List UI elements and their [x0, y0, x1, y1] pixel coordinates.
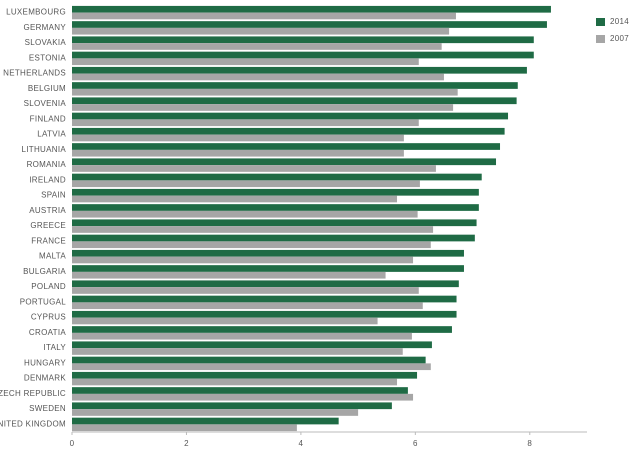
legend-swatch	[596, 35, 605, 43]
bar	[72, 27, 450, 35]
bar	[72, 310, 457, 318]
legend-label: 2014	[610, 17, 629, 26]
bar	[72, 332, 412, 340]
bar	[72, 226, 434, 233]
y-tick-label: PORTUGAL	[20, 297, 67, 306]
y-tick-label: BELGIUM	[28, 84, 66, 93]
bar	[72, 210, 418, 218]
x-tick-label: 8	[527, 439, 532, 448]
y-tick-label: SLOVENIA	[24, 99, 67, 108]
y-tick-label: FRANCE	[31, 236, 66, 245]
bar	[72, 341, 432, 349]
bar	[72, 112, 509, 120]
x-tick-label: 0	[70, 439, 75, 448]
x-tick-label: 6	[413, 439, 418, 448]
bar	[72, 326, 452, 333]
legend-swatch	[596, 18, 605, 26]
bar	[72, 36, 534, 44]
y-tick-label: LUXEMBOURG	[6, 8, 66, 17]
bar	[72, 234, 475, 242]
bar	[72, 402, 392, 410]
bar	[72, 134, 404, 142]
y-tick-label: ESTONIA	[29, 53, 66, 62]
y-tick-label: BULGARIA	[23, 267, 66, 276]
bar	[72, 378, 398, 386]
bar	[72, 5, 551, 13]
x-tick-label: 2	[184, 439, 189, 448]
bar	[72, 195, 398, 203]
y-tick-label: CYPRUS	[31, 313, 66, 322]
bar	[72, 287, 419, 294]
y-tick-label: HUNGARY	[24, 358, 66, 367]
bar	[72, 149, 404, 157]
bar	[72, 58, 419, 66]
bar	[72, 409, 359, 416]
bar	[72, 127, 505, 135]
bar	[72, 249, 464, 257]
x-tick-label: 4	[299, 439, 304, 448]
bar	[72, 43, 442, 50]
bar	[72, 173, 482, 181]
y-tick-label: FINLAND	[30, 114, 66, 123]
bar	[72, 21, 547, 28]
bar	[72, 363, 431, 371]
bar	[72, 204, 479, 211]
bar	[72, 119, 419, 127]
bar	[72, 265, 464, 272]
y-tick-label: AUSTRIA	[29, 206, 66, 215]
bar	[72, 97, 517, 105]
bar	[72, 302, 423, 310]
y-tick-label: MALTA	[39, 252, 66, 261]
y-tick-label: CROATIA	[29, 328, 66, 337]
y-tick-label: LITHUANIA	[22, 145, 67, 154]
bar	[72, 317, 378, 325]
bar	[72, 256, 414, 264]
bar	[72, 280, 459, 288]
bar	[72, 104, 454, 111]
legend-label: 2007	[610, 34, 629, 43]
bar	[72, 295, 457, 303]
y-tick-label: SPAIN	[41, 191, 66, 200]
bar	[72, 66, 527, 74]
bar	[72, 348, 403, 355]
bar	[72, 188, 479, 196]
bar	[72, 180, 420, 188]
bar	[72, 387, 408, 394]
bar	[72, 143, 501, 150]
y-tick-label: NETHERLANDS	[3, 69, 66, 78]
y-tick-label: LATVIA	[37, 130, 66, 139]
bar	[72, 73, 444, 81]
bar	[72, 88, 458, 96]
y-tick-label: ROMANIA	[27, 160, 67, 169]
y-tick-label: CZECH REPUBLIC	[0, 389, 66, 398]
y-tick-label: ITALY	[43, 343, 66, 352]
bar	[72, 241, 431, 249]
bar	[72, 393, 414, 401]
y-tick-label: SWEDEN	[29, 404, 66, 413]
bar	[72, 356, 426, 364]
bar	[72, 271, 386, 279]
bar	[72, 51, 534, 59]
bar	[72, 12, 456, 20]
bar	[72, 82, 518, 89]
bar	[72, 158, 497, 166]
y-tick-label: SLOVAKIA	[25, 38, 67, 47]
y-tick-label: DENMARK	[24, 374, 66, 383]
y-tick-label: UNITED KINGDOM	[0, 419, 66, 428]
bar	[72, 417, 339, 425]
bar	[72, 219, 477, 227]
y-tick-label: POLAND	[31, 282, 66, 291]
y-tick-label: GREECE	[30, 221, 66, 230]
bar	[72, 424, 297, 432]
y-tick-label: GERMANY	[23, 23, 66, 32]
bar	[72, 165, 436, 172]
y-tick-label: IRELAND	[29, 175, 66, 184]
bar	[72, 371, 418, 379]
